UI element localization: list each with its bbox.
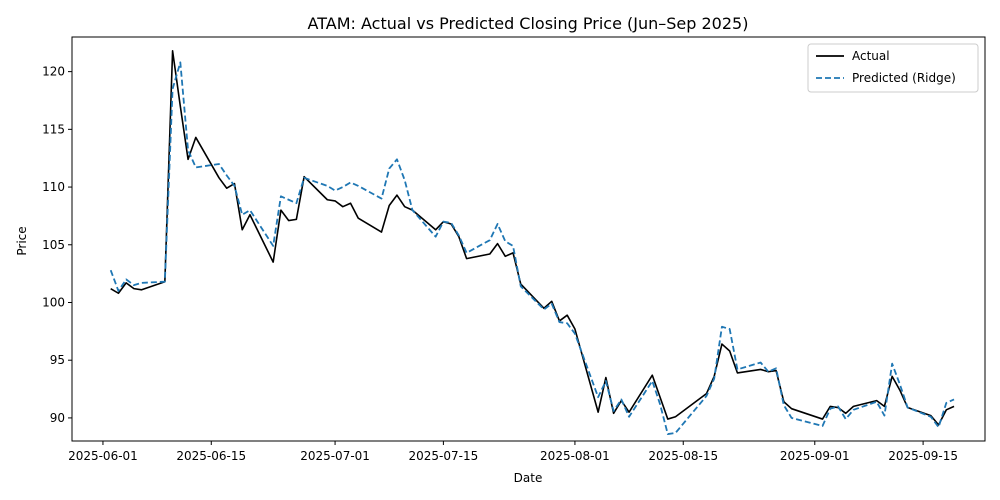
chart-title: ATAM: Actual vs Predicted Closing Price … <box>308 14 749 33</box>
legend: Actual Predicted (Ridge) <box>807 43 979 93</box>
legend-label: Predicted (Ridge) <box>852 71 956 85</box>
y-tick-label: 110 <box>42 180 65 194</box>
x-axis-label: Date <box>514 471 543 485</box>
y-tick-label: 90 <box>50 411 65 425</box>
x-tick-label: 2025-08-15 <box>648 449 718 463</box>
y-tick-label: 100 <box>42 295 65 309</box>
y-tick-label: 95 <box>50 353 65 367</box>
legend-label: Actual <box>852 49 890 63</box>
series-line-predicted <box>109 61 955 435</box>
y-axis-label: Price <box>15 226 29 255</box>
y-tick-label: 115 <box>42 122 65 136</box>
y-tick-label: 105 <box>42 238 65 252</box>
axes-layer: 2025-06-01 2025-06-15 2025-07-01 2025-07-15… <box>42 36 986 463</box>
x-tick-label: 2025-08-01 <box>540 449 610 463</box>
x-tick-label: 2025-09-15 <box>888 449 958 463</box>
x-tick-label: 2025-07-15 <box>409 449 479 463</box>
x-tick-label: 2025-06-01 <box>68 449 138 463</box>
x-tick-label: 2025-07-01 <box>300 449 370 463</box>
x-tick-label: 2025-09-01 <box>780 449 850 463</box>
plot-frame <box>71 36 986 442</box>
y-tick-label: 120 <box>42 65 65 79</box>
series-layer <box>109 50 955 435</box>
x-tick-label: 2025-06-15 <box>176 449 246 463</box>
legend-box <box>807 43 979 93</box>
